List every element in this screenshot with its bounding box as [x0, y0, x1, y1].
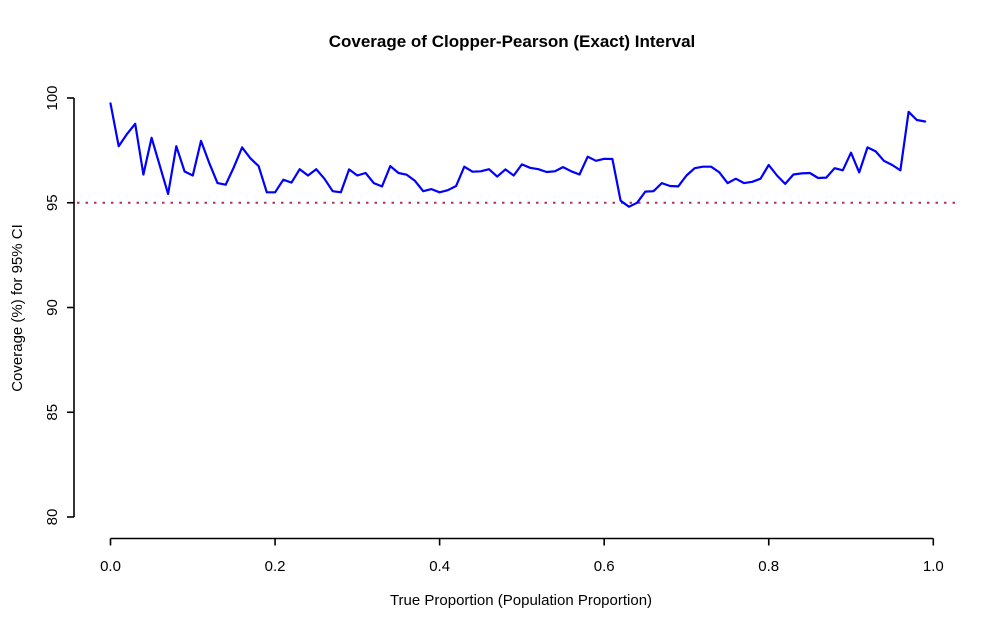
y-tick-label: 90 — [44, 299, 61, 316]
x-tick-label: 1.0 — [923, 558, 944, 575]
x-tick-label: 0.6 — [594, 558, 615, 575]
y-axis-title: Coverage (%) for 95% CI — [9, 224, 26, 392]
coverage-line — [109, 102, 927, 208]
x-tick-label: 0.4 — [429, 558, 450, 575]
x-tick-label: 0.2 — [265, 558, 286, 575]
x-axis-title: True Proportion (Population Proportion) — [390, 592, 652, 609]
axes: 80 85 90 95 100 0.0 0.2 0.4 0.6 0.8 1.0 — [44, 85, 944, 575]
x-tick-label: 0.0 — [100, 558, 121, 575]
chart-title: Coverage of Clopper-Pearson (Exact) Inte… — [329, 32, 696, 51]
y-tick-label: 95 — [44, 194, 61, 211]
y-tick-label: 80 — [44, 509, 61, 526]
y-tick-label: 85 — [44, 404, 61, 421]
y-tick-label: 100 — [44, 85, 61, 110]
x-tick-label: 0.8 — [758, 558, 779, 575]
